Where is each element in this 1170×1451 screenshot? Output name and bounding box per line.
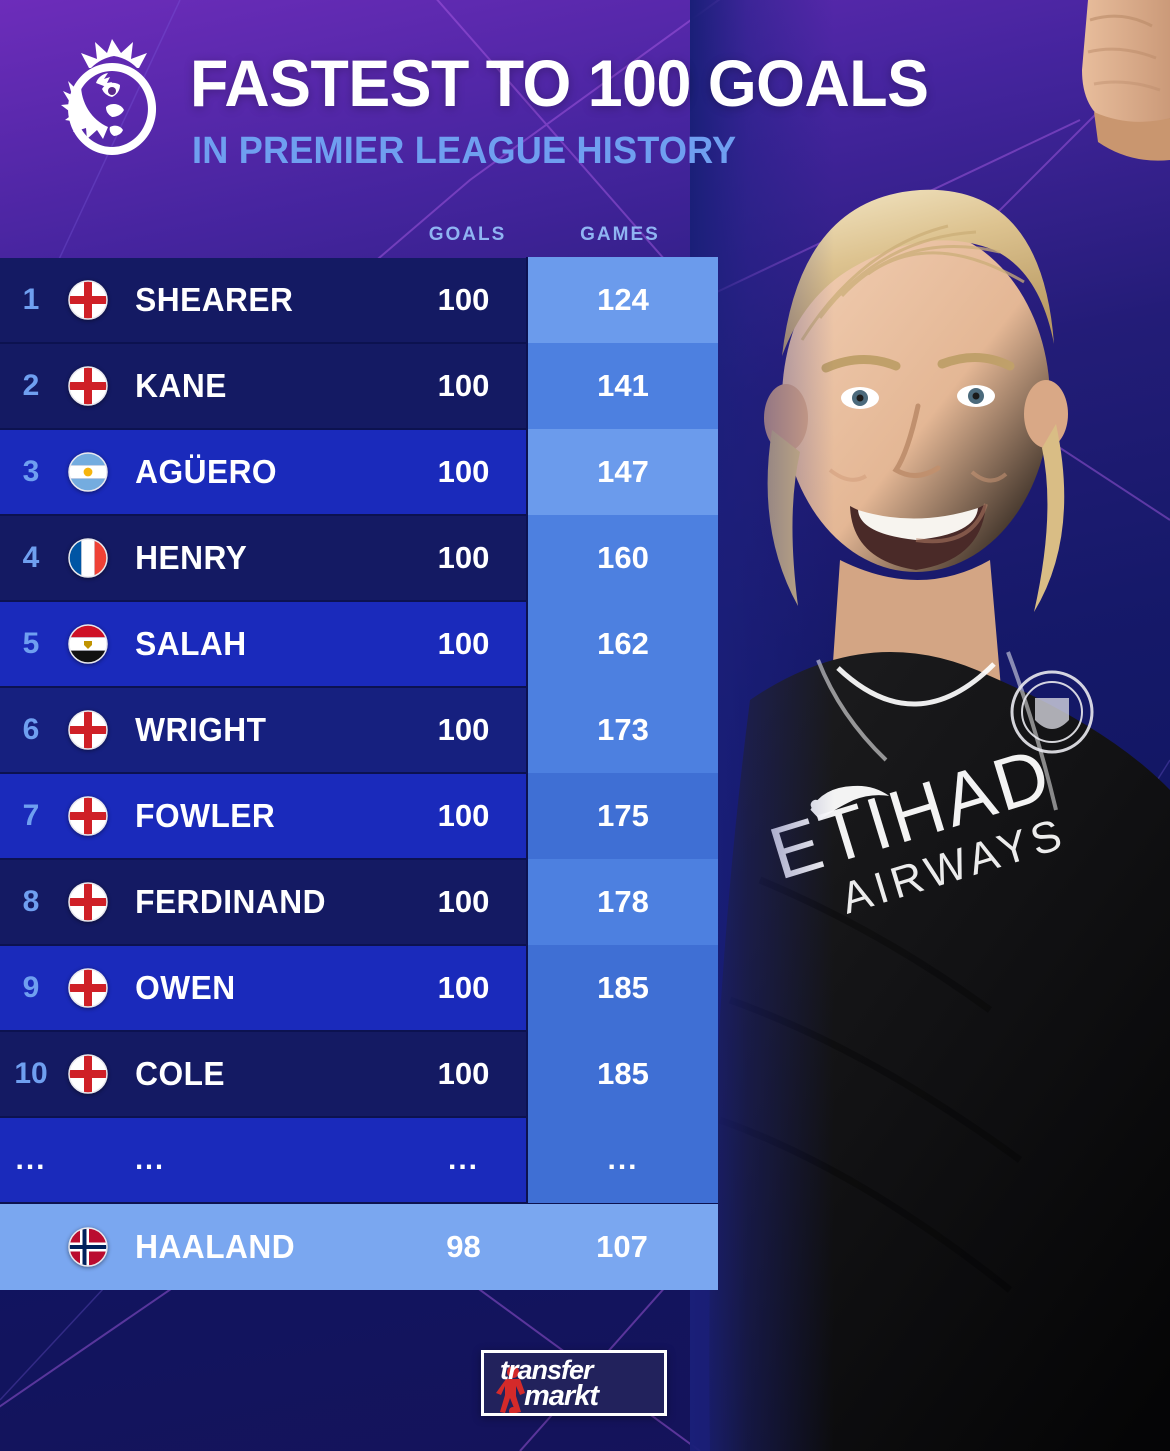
- row-goals-value: ...: [447, 1143, 479, 1176]
- row-player-name: SALAH: [135, 625, 247, 662]
- row-player-name: FOWLER: [135, 797, 276, 834]
- transfermarkt-logo[interactable]: transfer markt: [481, 1350, 667, 1416]
- row-rank: 7: [22, 799, 40, 832]
- row-player-name: HAALAND: [135, 1228, 296, 1265]
- row-rank: 2: [22, 369, 40, 402]
- row-games-value: ...: [526, 1117, 718, 1203]
- row-player-name: ...: [135, 1143, 165, 1176]
- row-goals-value: 100: [437, 970, 490, 1005]
- flag-icon-england: [62, 366, 114, 406]
- page-subtitle: IN PREMIER LEAGUE HISTORY: [192, 130, 737, 172]
- table-row: ............: [0, 1117, 718, 1204]
- table-row: 10 COLE 100 185: [0, 1031, 718, 1118]
- flag-icon-england: [62, 280, 114, 320]
- table-row: HAALAND 98 107: [0, 1204, 718, 1290]
- table-row: 8 FERDINAND 100 178: [0, 859, 718, 946]
- row-games-value: 175: [526, 773, 718, 859]
- table-row: 1 SHEARER 100 124: [0, 257, 718, 344]
- row-games-value: 173: [526, 687, 718, 773]
- row-rank: 1: [22, 283, 40, 316]
- table-row: 9 OWEN 100 185: [0, 945, 718, 1032]
- row-goals-value: 100: [437, 884, 490, 919]
- flag-icon-england: [62, 710, 114, 750]
- table-row: 5 SALAH 100 162: [0, 601, 718, 688]
- flag-icon-argentina: [62, 452, 114, 492]
- row-player-name: COLE: [135, 1055, 226, 1092]
- row-games-value: 162: [526, 601, 718, 687]
- row-player-name: KANE: [135, 367, 227, 404]
- header: FASTEST TO 100 GOALS IN PREMIER LEAGUE H…: [0, 0, 929, 210]
- row-rank: 3: [22, 455, 40, 488]
- row-rank: 8: [22, 885, 40, 918]
- flag-icon-egypt: [62, 624, 114, 664]
- row-goals-value: 100: [437, 540, 490, 575]
- row-goals-value: 100: [437, 626, 490, 661]
- flag-icon-england: [62, 796, 114, 836]
- row-rank: 5: [22, 627, 40, 660]
- row-rank: 6: [22, 713, 40, 746]
- row-games-value: 141: [526, 343, 718, 429]
- transfermarkt-player-icon: [496, 1366, 525, 1413]
- row-player-name: FERDINAND: [135, 883, 326, 920]
- flag-icon-france: [62, 538, 114, 578]
- row-goals-value: 100: [437, 798, 490, 833]
- table-row: 2 KANE 100 141: [0, 343, 718, 430]
- row-player-name: WRIGHT: [135, 711, 267, 748]
- row-games-value: 147: [526, 429, 718, 515]
- row-goals-value: 100: [437, 1056, 490, 1091]
- row-games-value: 160: [526, 515, 718, 601]
- row-player-name: AGÜERO: [135, 453, 278, 490]
- flag-icon-norway: [62, 1227, 114, 1267]
- table-row: 3 AGÜERO 100 147: [0, 429, 718, 516]
- premier-league-lion-icon: [52, 33, 172, 161]
- column-header-goals: GOALS: [428, 224, 507, 245]
- row-goals-value: 100: [437, 454, 490, 489]
- row-goals-value: 98: [446, 1229, 481, 1264]
- brand-line-2: markt: [524, 1380, 599, 1412]
- row-player-name: OWEN: [135, 969, 236, 1006]
- row-player-name: SHEARER: [135, 281, 294, 318]
- table-row: 4 HENRY 100 160: [0, 515, 718, 602]
- column-header-games: GAMES: [580, 224, 660, 245]
- row-goals-value: 100: [437, 368, 490, 403]
- row-games-value: 178: [526, 859, 718, 945]
- row-games-value: 185: [526, 945, 718, 1031]
- brand-line-1: transfer: [500, 1355, 594, 1385]
- row-rank: 4: [22, 541, 40, 574]
- flag-icon-england: [62, 1054, 114, 1094]
- table-row: 7 FOWLER 100 175: [0, 773, 718, 860]
- row-games-value: 107: [526, 1204, 718, 1290]
- row-games-value: 124: [526, 257, 718, 343]
- flag-icon-england: [62, 968, 114, 1008]
- row-goals-value: 100: [437, 282, 490, 317]
- row-rank: ...: [15, 1143, 47, 1176]
- flag-icon-england: [62, 882, 114, 922]
- row-rank: 10: [14, 1057, 48, 1090]
- row-goals-value: 100: [437, 712, 490, 747]
- player-photo: ETIHAD AIRWAYS: [690, 0, 1170, 1451]
- row-rank: 9: [22, 971, 40, 1004]
- row-player-name: HENRY: [135, 539, 248, 576]
- row-games-value: 185: [526, 1031, 718, 1117]
- table-row: 6 WRIGHT 100 173: [0, 687, 718, 774]
- page-title: FASTEST TO 100 GOALS: [190, 46, 929, 120]
- ranking-table: 1 SHEARER 100 124 2 KANE 100 141 3: [0, 257, 718, 1290]
